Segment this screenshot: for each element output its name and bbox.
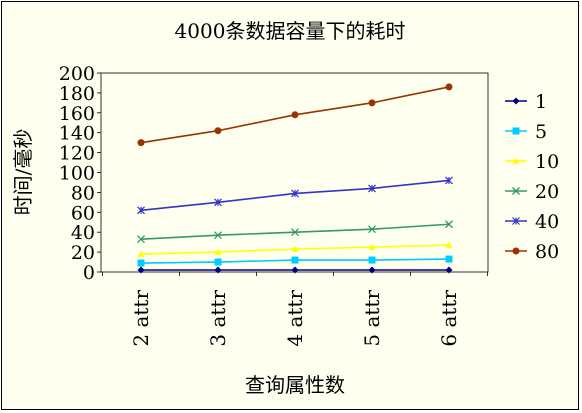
data-point xyxy=(368,225,376,234)
legend-label: 20 xyxy=(535,181,559,203)
data-point xyxy=(291,245,299,252)
x-tick-label: 5 attr xyxy=(360,290,384,347)
x-axis-ticks: 2 attr 3 attr 4 attr 5 attr 6 attr xyxy=(102,272,488,347)
data-point xyxy=(214,127,222,135)
data-point xyxy=(445,241,453,248)
data-point xyxy=(137,235,145,244)
data-point xyxy=(137,266,145,274)
data-point xyxy=(214,198,222,207)
x-tick-label: 4 attr xyxy=(283,290,307,347)
legend: 1 5 10 20 40 80 xyxy=(505,91,559,263)
y-tick-label: 180 xyxy=(59,83,95,105)
data-point xyxy=(214,248,222,255)
series-1 xyxy=(137,266,453,274)
plot-area xyxy=(100,72,489,273)
legend-marker xyxy=(512,217,520,225)
legend-label: 5 xyxy=(535,121,547,143)
data-point xyxy=(291,256,299,264)
legend-label: 40 xyxy=(535,211,559,233)
legend-label: 10 xyxy=(535,151,559,173)
chart-title: 4000条数据容量下的耗时 xyxy=(175,19,406,43)
data-point xyxy=(368,256,376,264)
x-tick-label: 3 attr xyxy=(206,290,230,347)
series-20 xyxy=(137,220,453,244)
y-tick-label: 100 xyxy=(59,163,95,185)
series-40 xyxy=(137,176,453,215)
legend-item-40: 40 xyxy=(505,211,559,233)
data-point xyxy=(368,184,376,193)
legend-marker xyxy=(512,97,520,105)
legend-item-5: 5 xyxy=(505,121,547,143)
legend-marker xyxy=(512,247,520,255)
data-point xyxy=(137,250,145,257)
legend-item-10: 10 xyxy=(505,151,559,173)
series-5 xyxy=(137,255,453,267)
y-tick-label: 80 xyxy=(71,182,95,204)
legend-marker xyxy=(512,157,520,164)
data-point xyxy=(445,220,453,229)
y-tick-label: 120 xyxy=(59,143,95,165)
data-point xyxy=(137,259,145,267)
data-point xyxy=(445,176,453,185)
data-point xyxy=(368,99,376,107)
series-10 xyxy=(137,241,453,257)
legend-item-80: 80 xyxy=(505,241,559,263)
y-tick-label: 0 xyxy=(83,262,95,284)
data-point xyxy=(368,243,376,250)
y-axis-label: 时间/毫秒 xyxy=(11,129,35,216)
x-tick-label: 6 attr xyxy=(437,290,461,347)
legend-item-20: 20 xyxy=(505,181,559,203)
data-point xyxy=(214,258,222,266)
data-point xyxy=(445,255,453,263)
legend-label: 1 xyxy=(535,91,547,113)
y-tick-label: 140 xyxy=(59,123,95,145)
y-tick-label: 60 xyxy=(71,202,95,224)
data-point xyxy=(291,228,299,237)
y-tick-label: 200 xyxy=(59,63,95,85)
data-point xyxy=(291,189,299,198)
legend-marker xyxy=(512,127,520,135)
y-tick-label: 40 xyxy=(71,222,95,244)
data-point xyxy=(137,206,145,215)
x-axis-label: 查询属性数 xyxy=(245,373,345,397)
y-tick-label: 20 xyxy=(71,242,95,264)
x-tick-label: 2 attr xyxy=(129,290,153,347)
series-group xyxy=(137,83,453,274)
legend-label: 80 xyxy=(535,241,559,263)
y-tick-label: 160 xyxy=(59,103,95,125)
data-point xyxy=(137,139,145,147)
legend-marker xyxy=(512,187,520,195)
data-point xyxy=(291,266,299,274)
data-point xyxy=(214,266,222,274)
data-point xyxy=(291,111,299,119)
data-point xyxy=(214,231,222,240)
data-point xyxy=(445,83,453,91)
series-80 xyxy=(137,83,453,147)
legend-item-1: 1 xyxy=(505,91,547,113)
data-point xyxy=(368,266,376,274)
data-point xyxy=(445,266,453,274)
